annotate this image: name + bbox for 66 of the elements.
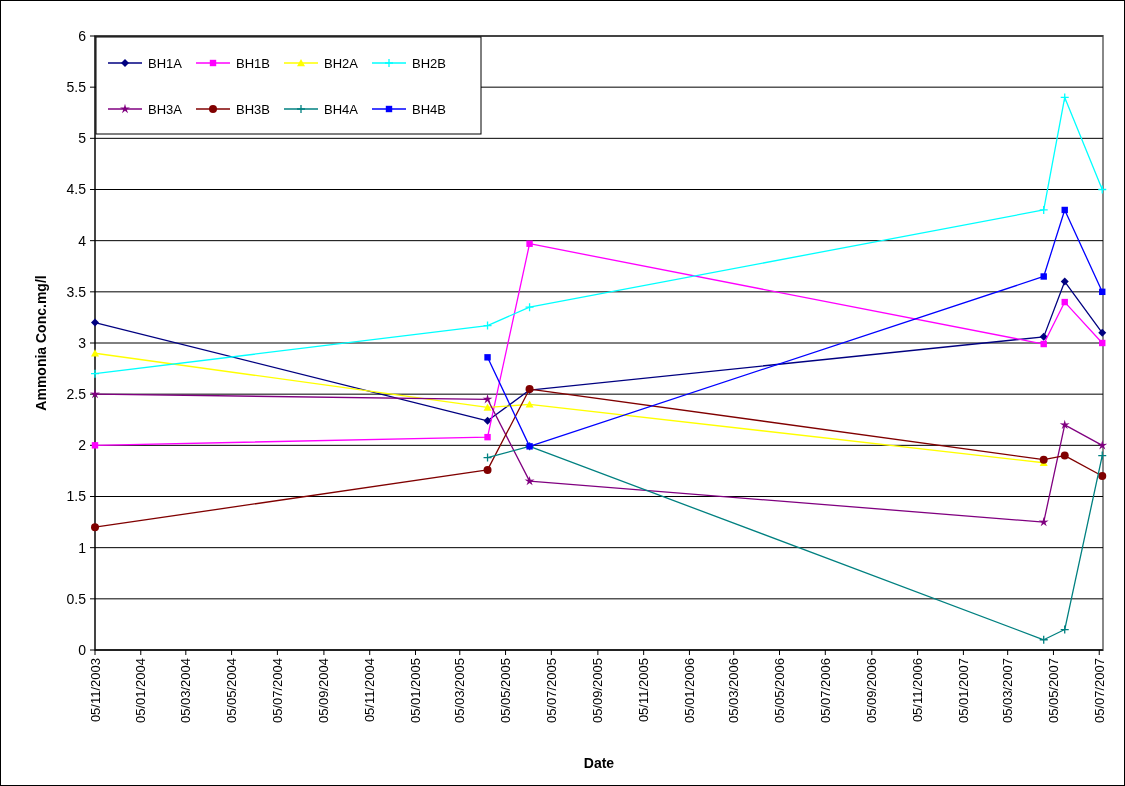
point: [1060, 277, 1069, 286]
point: [1040, 273, 1047, 280]
legend-label: BH1A: [148, 55, 183, 71]
x-tick-label: 05/01/2005: [408, 658, 424, 724]
legend-label: BH1B: [236, 55, 270, 71]
x-tick-label: 05/05/2007: [1046, 658, 1062, 724]
x-tick-label: 05/11/2006: [910, 658, 926, 723]
x-tick-label: 05/11/2005: [636, 658, 652, 723]
x-tick-label: 05/07/2007: [1091, 658, 1107, 724]
x-tick-label: 05/07/2006: [817, 658, 833, 724]
point: [91, 318, 99, 327]
x-tick-label: 05/11/2003: [87, 658, 103, 723]
x-tick-label: 05/01/2006: [681, 658, 697, 724]
point: [483, 416, 492, 425]
point: [483, 465, 492, 474]
x-tick-label: 05/03/2005: [452, 658, 468, 724]
x-tick-label: 05/03/2004: [178, 658, 194, 724]
y-tick-label: 0.5: [66, 590, 87, 607]
point: [91, 523, 99, 532]
y-tick-label: 1.5: [66, 488, 87, 505]
point: [90, 369, 100, 379]
y-tick-label: 0: [78, 641, 87, 658]
point: [1060, 451, 1069, 460]
point: [484, 354, 491, 361]
y-tick-label: 3.5: [66, 283, 87, 300]
legend-label: BH4B: [412, 101, 446, 117]
point: [525, 400, 534, 408]
y-tick-label: 6: [78, 27, 87, 44]
x-tick-label: 05/05/2006: [772, 658, 788, 724]
x-tick-label: 05/07/2005: [543, 658, 559, 724]
point: [1098, 472, 1107, 481]
point: [484, 433, 491, 441]
point: [1059, 419, 1070, 430]
point: [483, 403, 492, 411]
legend-label: BH3A: [148, 101, 183, 117]
x-tick-label: 05/03/2006: [726, 658, 742, 724]
legend-label: BH2A: [324, 55, 359, 71]
y-tick-label: 4.5: [66, 181, 87, 198]
legend-label: BH4A: [324, 101, 359, 117]
x-tick-label: 05/03/2007: [1000, 658, 1016, 724]
point: [526, 240, 533, 247]
y-tick-label: 2: [78, 437, 87, 454]
point: [1039, 205, 1049, 215]
y-tick-label: 1: [78, 539, 87, 556]
y-axis-title: Ammonia Conc.mg/l: [33, 275, 49, 411]
y-tick-label: 5: [78, 130, 87, 147]
point: [1039, 332, 1048, 341]
legend-label: BH3B: [236, 101, 270, 117]
y-tick-label: 4: [78, 232, 87, 249]
x-tick-label: 05/09/2006: [864, 658, 880, 724]
x-axis-title: Date: [583, 755, 615, 771]
x-tick-label: 05/11/2004: [362, 658, 378, 723]
x-tick-label: 05/01/2007: [955, 658, 971, 724]
x-tick-label: 05/07/2004: [269, 658, 285, 724]
x-tick-label: 05/05/2005: [498, 658, 514, 724]
point: [1038, 516, 1049, 527]
x-tick-label: 05/09/2005: [590, 658, 606, 724]
legend-label: BH2B: [412, 55, 446, 71]
point: [1098, 328, 1107, 337]
y-tick-label: 3: [78, 334, 87, 351]
x-tick-label: 05/01/2004: [133, 658, 149, 724]
y-tick-label: 2.5: [66, 386, 87, 403]
x-tick-label: 05/05/2004: [224, 658, 240, 724]
point: [1097, 440, 1108, 450]
x-tick-label: 05/09/2004: [316, 658, 332, 724]
y-tick-label: 5.5: [66, 79, 87, 96]
